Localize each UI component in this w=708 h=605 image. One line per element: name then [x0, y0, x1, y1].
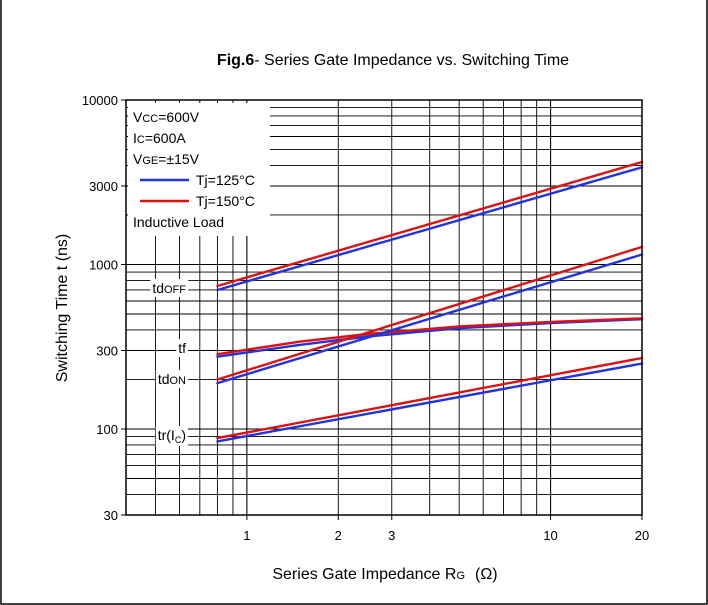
series-line-tr(IC): [216, 362, 644, 443]
legend: VCC=600V IC=600A VGE=±15V Tj=125°C Tj=150°C I…: [128, 103, 270, 236]
y-tick-label: 1000: [89, 257, 118, 272]
curve-label-tr(IC): tr(IC): [158, 427, 186, 445]
grid-lines: [126, 100, 642, 515]
legend-entry: Tj=125°C: [196, 172, 255, 188]
data-series: [216, 160, 644, 443]
curve-callouts: tdOFF tf tdON tr(IC): [150, 279, 189, 446]
chart-title-rest: - Series Gate Impedance vs. Switching Ti…: [254, 52, 569, 69]
y-axis-label: Switching Time t (ns): [54, 234, 71, 382]
curve-label-background: [155, 426, 188, 446]
x-axis-label: Series Gate Impedance RG (Ω): [272, 566, 497, 583]
curve-label-background: [150, 279, 189, 297]
axis-ticks: [121, 99, 643, 520]
x-tick-label: 2: [335, 528, 342, 543]
chart-title-bold: Fig.6: [217, 52, 254, 69]
legend-entry: Tj=150°C: [196, 193, 255, 209]
curve-label-tdON: tdON: [158, 371, 186, 387]
x-axis-label-main: Series Gate Impedance R: [272, 566, 456, 583]
load-note: Inductive Load: [133, 214, 224, 230]
x-axis-label-unit: (Ω): [475, 566, 498, 583]
tick-labels: 30 100 300 1000 3000 10000 1 2 3 10 20: [82, 93, 649, 543]
series-line-tf: [216, 317, 644, 356]
condition-text: VCC=600V: [133, 109, 200, 125]
series-line-tr(IC): [216, 356, 644, 440]
y-tick-label: 3000: [89, 179, 118, 194]
chart-title: Fig.6- Series Gate Impedance vs. Switchi…: [217, 52, 569, 69]
curve-label-tf: tf: [178, 340, 186, 356]
legend-background: [128, 103, 270, 236]
condition-text: IC=600A: [133, 130, 186, 146]
series-line-tdOFF: [216, 160, 644, 288]
x-tick-label: 10: [543, 528, 557, 543]
y-tick-label: 30: [104, 508, 118, 523]
curve-label-background: [176, 339, 189, 357]
y-tick-label: 10000: [82, 93, 118, 108]
x-tick-label: 3: [388, 528, 395, 543]
y-tick-label: 100: [96, 422, 118, 437]
plot-area: [125, 99, 643, 516]
y-tick-label: 300: [96, 344, 118, 359]
x-axis-label-sub: G: [456, 570, 465, 582]
x-tick-label: 20: [635, 528, 649, 543]
curve-label-tdOFF: tdOFF: [152, 280, 186, 296]
series-line-tdOFF: [216, 166, 644, 292]
series-line-tdON: [216, 253, 644, 385]
curve-label-background: [155, 370, 189, 388]
series-line-tdON: [216, 245, 644, 381]
x-tick-label: 1: [243, 528, 250, 543]
condition-text: VGE=±15V: [133, 151, 200, 167]
